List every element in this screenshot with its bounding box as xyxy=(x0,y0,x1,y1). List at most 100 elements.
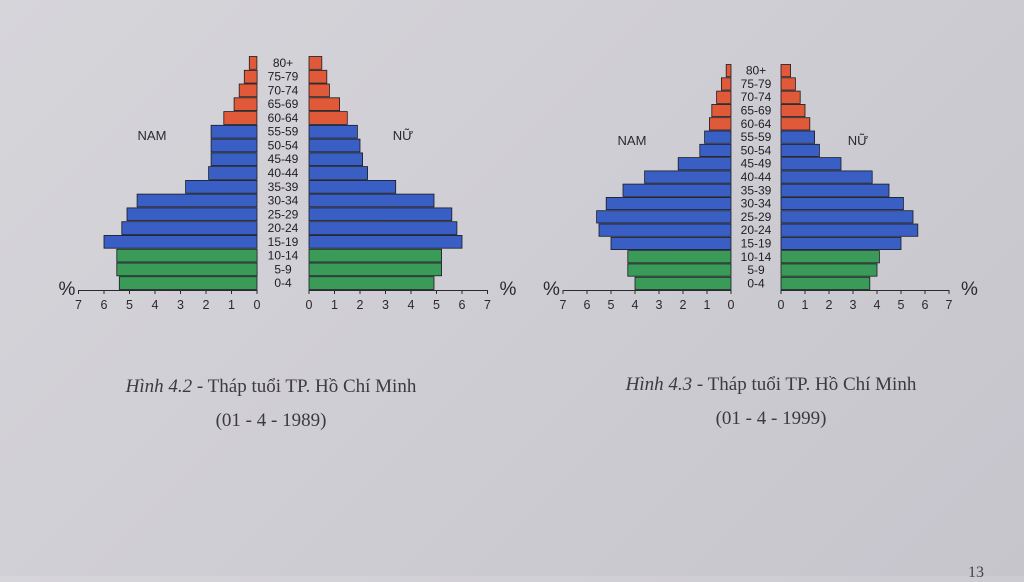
female-bar-70-74 xyxy=(780,90,801,104)
male-bar-40-44 xyxy=(208,166,258,180)
x-tick-label: 1 xyxy=(331,298,338,312)
age-group-label: 60-64 xyxy=(741,117,772,131)
female-bar-45-49 xyxy=(308,152,363,167)
age-group-label: 20-24 xyxy=(741,223,772,237)
female-bar-20-24 xyxy=(308,221,458,235)
x-tick-label: 2 xyxy=(826,298,833,312)
age-group-label: 5-9 xyxy=(274,262,292,276)
male-bar-5-9 xyxy=(627,263,732,277)
male-bar-75-79 xyxy=(243,69,258,84)
male-bar-25-29 xyxy=(126,207,258,222)
x-tick-label: 3 xyxy=(382,298,389,312)
female-bar-65-69 xyxy=(308,97,341,112)
female-bar-40-44 xyxy=(780,170,873,184)
female-bar-20-24 xyxy=(780,223,919,237)
age-group-label: 50-54 xyxy=(741,143,772,157)
figure-date: (01 - 4 - 1989) xyxy=(215,410,327,431)
male-bar-25-29 xyxy=(596,210,732,224)
male-bar-45-49 xyxy=(210,152,258,167)
x-tick-label: 7 xyxy=(484,298,491,312)
male-bar-45-49 xyxy=(677,157,732,171)
percent-symbol-right: % xyxy=(961,279,978,300)
male-bar-10-14 xyxy=(627,250,732,264)
x-tick-label: 2 xyxy=(357,298,364,312)
female-bar-15-19 xyxy=(308,234,463,249)
x-tick-label: 6 xyxy=(922,298,929,312)
age-group-label: 0-4 xyxy=(274,276,292,290)
female-bar-40-44 xyxy=(308,166,368,180)
age-group-label: 70-74 xyxy=(741,90,772,104)
age-group-label: 75-79 xyxy=(741,77,772,91)
x-tick-label: 7 xyxy=(946,298,953,312)
x-tick-label: 5 xyxy=(433,298,440,312)
age-group-label: 10-14 xyxy=(741,250,772,264)
percent-symbol-left: % xyxy=(543,279,560,300)
male-bar-60-64 xyxy=(223,111,258,125)
male-bar-35-39 xyxy=(622,183,732,197)
female-bar-55-59 xyxy=(780,130,815,144)
male-bar-30-34 xyxy=(605,196,732,211)
female-label: NỮ xyxy=(393,128,414,143)
age-group-label: 70-74 xyxy=(268,83,299,97)
age-group-label: 20-24 xyxy=(268,221,299,235)
figure-title: - Tháp tuổi TP. Hồ Chí Minh xyxy=(192,376,417,397)
age-group-label: 75-79 xyxy=(268,70,299,84)
age-group-label: 35-39 xyxy=(741,183,772,197)
age-group-label: 15-19 xyxy=(268,235,299,249)
x-tick-label: 5 xyxy=(898,298,905,312)
female-bar-10-14 xyxy=(780,250,880,264)
male-bar-55-59 xyxy=(704,130,732,144)
figure-date: (01 - 4 - 1999) xyxy=(715,408,827,429)
female-bar-10-14 xyxy=(308,248,443,263)
x-tick-label: 4 xyxy=(632,298,639,312)
age-group-label: 35-39 xyxy=(268,180,299,194)
male-bar-70-74 xyxy=(238,83,258,98)
x-tick-label: 1 xyxy=(704,298,711,312)
male-label: NAM xyxy=(138,128,167,143)
female-label: NỮ xyxy=(848,133,869,148)
x-tick-label: 2 xyxy=(203,298,210,312)
age-group-label: 55-59 xyxy=(268,125,299,139)
female-bar-45-49 xyxy=(780,157,842,171)
female-bar-35-39 xyxy=(308,179,397,194)
x-tick-label: 0 xyxy=(306,298,313,312)
female-bar-65-69 xyxy=(780,104,806,118)
x-tick-label: 0 xyxy=(728,298,735,312)
male-bar-55-59 xyxy=(210,124,258,139)
age-group-label: 30-34 xyxy=(268,194,299,208)
female-bar-70-74 xyxy=(308,83,330,98)
age-group-label: 50-54 xyxy=(268,139,299,153)
male-bar-75-79 xyxy=(721,77,732,91)
male-bar-50-54 xyxy=(699,143,732,158)
x-tick-label: 6 xyxy=(584,298,591,312)
male-bar-20-24 xyxy=(121,221,258,235)
x-tick-label: 3 xyxy=(656,298,663,312)
male-bar-0-4 xyxy=(634,276,732,290)
age-group-label: 0-4 xyxy=(747,276,765,290)
age-group-label: 30-34 xyxy=(741,197,772,211)
x-tick-label: 2 xyxy=(680,298,687,312)
male-bar-80plus xyxy=(725,64,732,78)
x-tick-label: 7 xyxy=(560,298,567,312)
female-bar-30-34 xyxy=(780,196,904,211)
female-bar-55-59 xyxy=(308,124,358,139)
caption-1989: Hình 4.2 - Tháp tuổi TP. Hồ Chí Minh (01… xyxy=(66,376,476,432)
male-bar-65-69 xyxy=(711,104,732,118)
age-group-label: 10-14 xyxy=(268,249,299,263)
x-tick-label: 1 xyxy=(228,298,235,312)
age-group-label: 40-44 xyxy=(268,166,299,180)
figure-title: - Tháp tuổi TP. Hồ Chí Minh xyxy=(692,374,917,395)
male-bar-0-4 xyxy=(118,276,258,290)
male-bar-10-14 xyxy=(116,248,258,263)
female-bar-0-4 xyxy=(308,276,435,290)
x-tick-label: 4 xyxy=(152,298,159,312)
age-group-label: 45-49 xyxy=(268,152,299,166)
female-bar-15-19 xyxy=(780,236,902,251)
male-bar-20-24 xyxy=(598,223,732,237)
male-bar-30-34 xyxy=(136,193,258,208)
female-bar-30-34 xyxy=(308,193,435,208)
female-bar-25-29 xyxy=(780,210,914,224)
male-bar-80plus xyxy=(248,56,258,70)
